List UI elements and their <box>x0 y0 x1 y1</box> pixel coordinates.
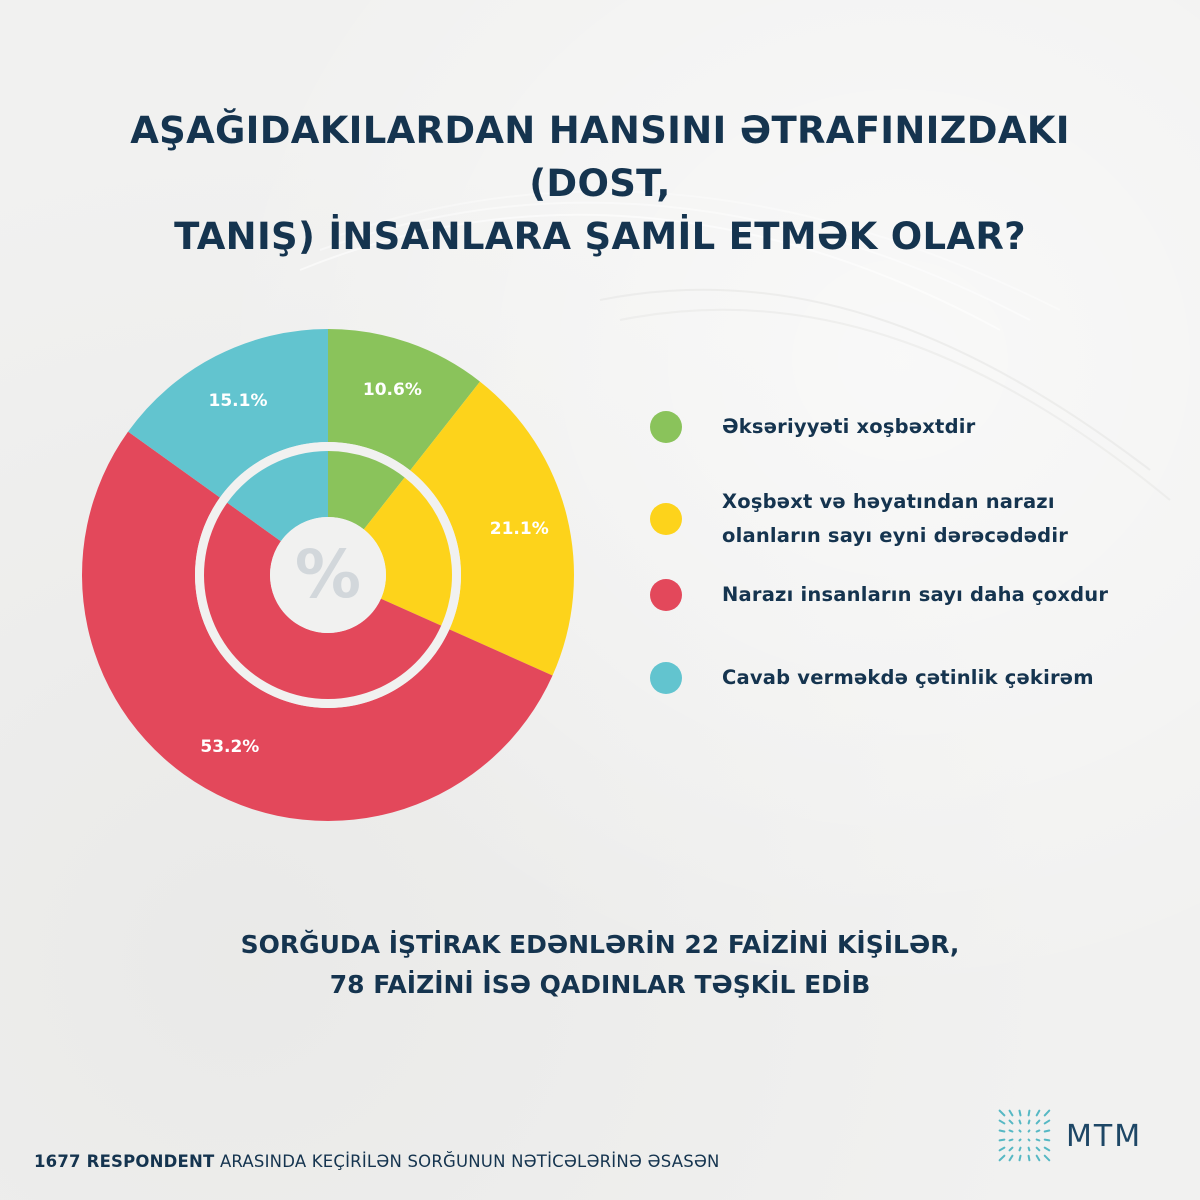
inner-slice-1 <box>328 451 405 530</box>
legend-label-2: Xoşbəxt və həyatından narazı olanların s… <box>722 485 1068 553</box>
legend-item-1: Əksəriyyəti xoşbəxtdir <box>650 410 975 444</box>
outer-slice-4 <box>128 329 328 498</box>
title-line-1: AŞAĞIDAKILARDAN HANSINI ƏTRAFINIZDAKI (D… <box>130 109 1070 205</box>
legend-label-3-line-1: Narazı insanların sayı daha çoxdur <box>722 583 1109 606</box>
sample-note-line-2: 78 FAİZİNİ İSƏ QADINLAR TƏŞKİL EDİB <box>329 970 871 999</box>
outer-slice-1 <box>328 329 480 471</box>
center-hole <box>270 517 386 633</box>
legend-item-3: Narazı insanların sayı daha çoxdur <box>650 578 1108 612</box>
teal-dot-icon <box>650 662 682 694</box>
sample-note: SORĞUDA İŞTİRAK EDƏNLƏRİN 22 FAİZİNİ KİŞ… <box>100 925 1100 1005</box>
title-line-2: TANIŞ) İNSANLARA ŞAMİL ETMƏK OLAR? <box>174 215 1026 258</box>
value-label-1: 10.6% <box>363 380 422 400</box>
mtm-starburst-icon <box>998 1109 1051 1162</box>
inner-ring <box>203 451 452 699</box>
outer-slice-3 <box>81 431 553 822</box>
red-dot-icon <box>650 579 682 611</box>
logo-text: MTM <box>1066 1118 1143 1154</box>
value-label-4: 15.1% <box>209 391 268 411</box>
inner-slice-3 <box>203 502 442 699</box>
legend-item-4: Cavab verməkdə çətinlik çəkirəm <box>650 661 1094 695</box>
outer-slice-2 <box>410 381 574 676</box>
outer-ring <box>81 329 574 822</box>
source-note: 1677 RESPONDENT ARASINDA KEÇİRİLƏN SORĞU… <box>34 1152 720 1171</box>
value-labels: 10.6% 21.1% 53.2% 15.1% <box>200 380 548 757</box>
legend-item-2: Xoşbəxt və həyatından narazı olanların s… <box>650 485 1068 553</box>
ring-gap <box>195 442 461 708</box>
chart-title: AŞAĞIDAKILARDAN HANSINI ƏTRAFINIZDAKI (D… <box>60 104 1140 263</box>
sample-note-line-1: SORĞUDA İŞTİRAK EDƏNLƏRİN 22 FAİZİNİ KİŞ… <box>240 930 960 959</box>
legend-label-4: Cavab verməkdə çətinlik çəkirəm <box>722 661 1094 695</box>
inner-slice-4 <box>227 451 328 542</box>
legend-label-1: Əksəriyyəti xoşbəxtdir <box>722 410 975 444</box>
legend-label-2-line-2: olanların sayı eyni dərəcədədir <box>722 524 1069 547</box>
legend-label-3: Narazı insanların sayı daha çoxdur <box>722 578 1108 612</box>
legend-label-4-line-1: Cavab verməkdə çətinlik çəkirəm <box>722 666 1094 689</box>
source-note-rest: ARASINDA KEÇİRİLƏN SORĞUNUN NƏTİCƏLƏRİNƏ… <box>214 1152 720 1171</box>
inner-slice-2 <box>363 477 452 626</box>
respondent-count: 1677 RESPONDENT <box>34 1152 215 1171</box>
legend-label-1-line-1: Əksəriyyəti xoşbəxtdir <box>722 415 976 438</box>
value-label-3: 53.2% <box>200 737 259 757</box>
center-percent-symbol: % <box>295 536 361 613</box>
green-dot-icon <box>650 411 682 443</box>
value-label-2: 21.1% <box>490 519 549 539</box>
yellow-dot-icon <box>650 503 682 535</box>
mtm-logo: MTM <box>996 1107 1142 1165</box>
legend-label-2-line-1: Xoşbəxt və həyatından narazı <box>722 490 1055 513</box>
